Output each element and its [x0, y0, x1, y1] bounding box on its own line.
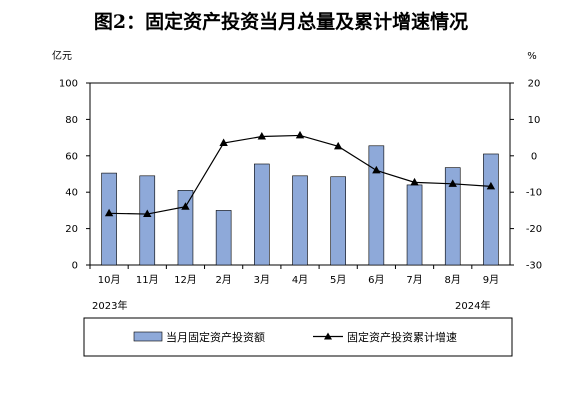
- bar: [177, 190, 194, 266]
- x-tick-label: 9月: [483, 274, 499, 286]
- line-series: [104, 130, 496, 218]
- legend-triangle-icon: [324, 332, 332, 340]
- right-tick-label: -30: [526, 261, 542, 272]
- x-tick-label: 4月: [292, 274, 308, 286]
- x-axis-labels: 10月 11月 12月 2月 3月 4月 5月 6月 7月 8月 9月: [89, 265, 499, 286]
- x-tick-label: 8月: [445, 274, 461, 286]
- x-tick-label: 6月: [368, 274, 384, 286]
- x-tick-label: 11月: [136, 274, 159, 286]
- bar: [139, 175, 156, 266]
- right-tick-label: -20: [526, 224, 542, 235]
- line-point: [295, 130, 305, 139]
- line-point: [143, 209, 152, 218]
- x-tick-label: 3月: [254, 274, 270, 286]
- right-axis-unit: %: [527, 51, 537, 62]
- left-tick-label: 20: [65, 224, 78, 235]
- bar: [444, 167, 461, 266]
- legend-line-label: 固定资产投资累计增速: [347, 330, 457, 344]
- chart-title: 图2：固定资产投资当月总量及累计增速情况: [94, 10, 468, 33]
- right-tick-label: 20: [528, 79, 541, 90]
- bar: [101, 172, 117, 266]
- line-point: [410, 177, 419, 186]
- line-point: [181, 202, 190, 210]
- legend-bar-label: 当月固定资产投资额: [166, 330, 265, 344]
- x-tick-label: 10月: [98, 274, 121, 286]
- line-point: [219, 138, 228, 147]
- right-tick-label: 10: [528, 115, 541, 126]
- line-point: [486, 181, 496, 190]
- x-tick-label: 2月: [215, 274, 231, 286]
- left-tick-label: 0: [72, 261, 78, 272]
- right-tick-label: 0: [531, 151, 537, 162]
- bar-series: [101, 145, 499, 266]
- left-tick-label: 80: [65, 115, 78, 126]
- bar: [406, 184, 423, 266]
- x-tick-label: 7月: [406, 274, 422, 286]
- bar: [254, 163, 270, 266]
- bar: [368, 145, 385, 266]
- line-point: [333, 141, 343, 150]
- bar: [483, 153, 499, 266]
- bar: [215, 210, 232, 266]
- legend-bar-swatch: [133, 331, 163, 342]
- year-label-2024: 2024年: [455, 299, 490, 312]
- left-tick-label: 60: [65, 151, 78, 162]
- line-point: [372, 165, 381, 174]
- bar: [330, 176, 346, 266]
- year-label-2023: 2023年: [92, 299, 127, 312]
- line-point: [257, 132, 267, 140]
- legend: 当月固定资产投资额 固定资产投资累计增速: [83, 317, 513, 357]
- x-tick-label: 5月: [330, 274, 346, 286]
- line-point: [448, 179, 457, 187]
- right-axis: -30 -20 -10 0 10 20: [510, 79, 542, 272]
- left-tick-label: 40: [65, 188, 78, 199]
- line-point: [104, 208, 114, 217]
- left-tick-label: 100: [59, 79, 78, 90]
- bar: [292, 175, 308, 266]
- right-tick-label: -10: [526, 188, 542, 199]
- left-axis-unit: 亿元: [52, 49, 72, 62]
- left-axis: 0 20 40 60 80 100: [59, 79, 90, 272]
- x-tick-label: 12月: [174, 274, 197, 286]
